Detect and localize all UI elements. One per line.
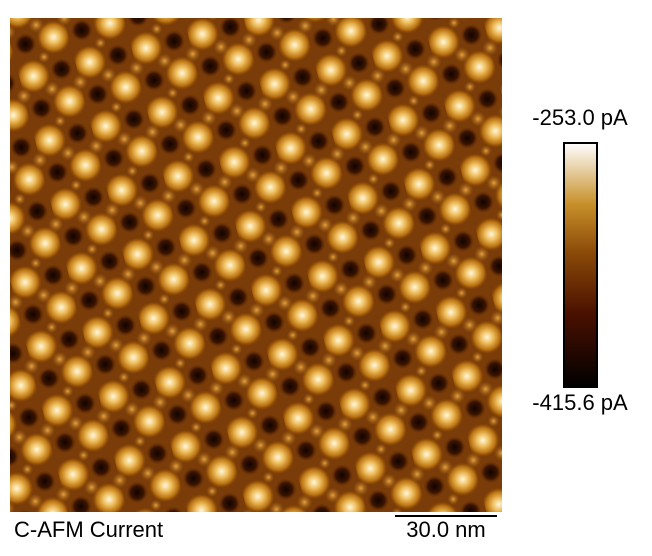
caption: C-AFM Current [14, 517, 163, 542]
colorbar-min: -415.6 pA [532, 390, 628, 415]
afm-image [10, 18, 502, 512]
colorbar-max: -253.0 pA [532, 105, 628, 130]
colorbar [563, 142, 598, 388]
scale-bar-label: 30.0 nm [406, 517, 486, 542]
